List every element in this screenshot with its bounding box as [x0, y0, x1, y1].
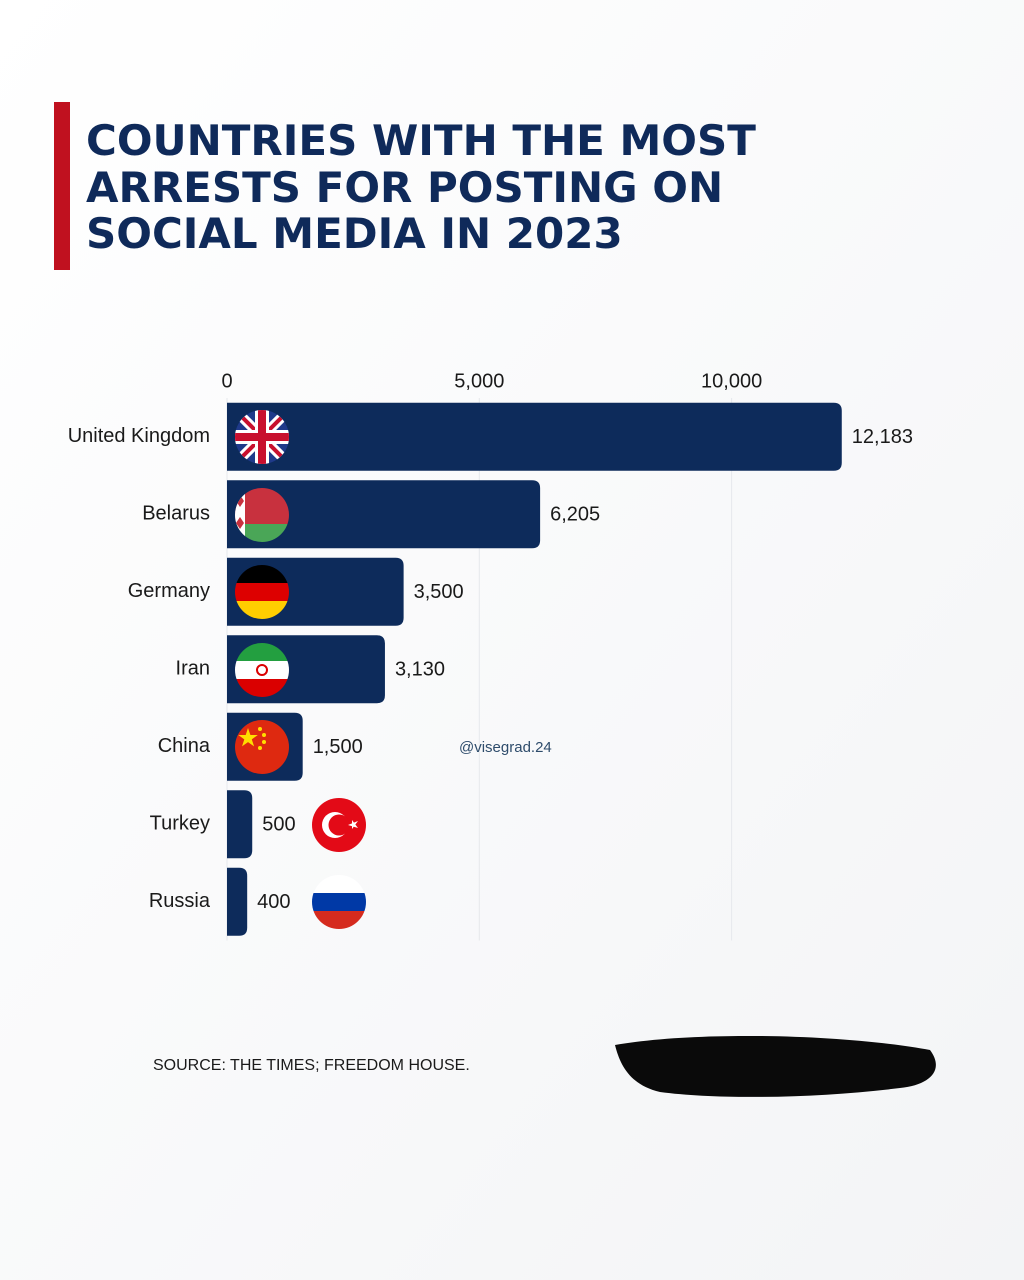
flag [235, 643, 289, 697]
value-label: 12,183 [852, 426, 913, 448]
flag [312, 798, 366, 852]
y-tick-label: Turkey [150, 813, 210, 835]
chart-title: ARRESTS FOR POSTING ON [86, 163, 723, 212]
y-tick-label: China [158, 735, 211, 757]
value-label: 3,130 [395, 659, 445, 681]
x-tick-label: 5,000 [454, 370, 504, 392]
y-tick-label: Germany [128, 580, 210, 602]
value-label: 1,500 [313, 736, 363, 758]
flag [312, 875, 366, 929]
bar [227, 790, 253, 859]
y-tick-label: Belarus [142, 503, 210, 525]
bar [227, 480, 541, 549]
chart-title: COUNTRIES WITH THE MOST [86, 116, 756, 165]
y-tick-label: Russia [149, 890, 211, 912]
redacted-logo [615, 1035, 936, 1097]
x-tick-label: 10,000 [701, 370, 762, 392]
value-label: 6,205 [550, 504, 600, 526]
title-accent [54, 102, 70, 270]
source: SOURCE: THE TIMES; FREEDOM HOUSE. [153, 1057, 470, 1074]
flag [235, 488, 289, 542]
watermark: @visegrad.24 [459, 739, 552, 756]
flag [235, 565, 289, 619]
value-label: 500 [262, 814, 295, 836]
y-tick-label: Iran [176, 658, 210, 680]
flag [235, 410, 289, 464]
value-label: 3,500 [414, 581, 464, 603]
bar [227, 867, 248, 936]
x-tick-label: 0 [221, 370, 232, 392]
chart-title: SOCIAL MEDIA IN 2023 [86, 209, 623, 258]
bar [227, 402, 842, 471]
flag [235, 720, 289, 774]
value-label: 400 [257, 891, 290, 913]
y-tick-label: United Kingdom [68, 425, 210, 447]
flags [235, 410, 366, 929]
